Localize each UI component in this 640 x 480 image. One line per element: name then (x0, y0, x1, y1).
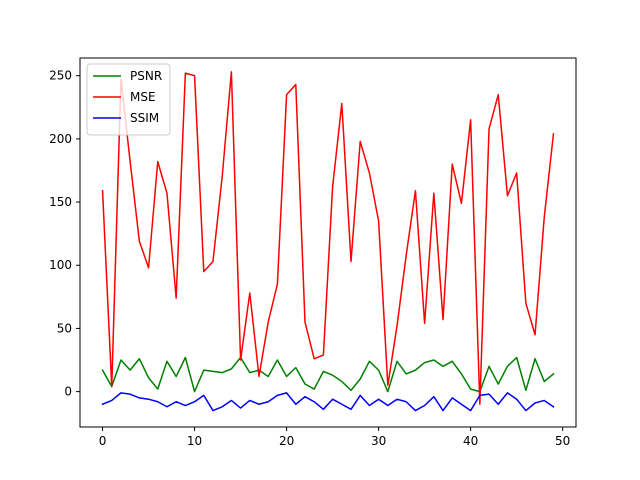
y-axis-ticks: 0 50 100 150 200 250 (49, 69, 80, 399)
legend-label-psnr: PSNR (130, 69, 162, 83)
series-layer (101, 71, 555, 412)
legend-label-mse: MSE (130, 90, 156, 104)
y-tick-label: 150 (49, 195, 72, 209)
x-tick-label: 0 (99, 434, 107, 448)
legend: PSNR MSE SSIM (86, 63, 171, 136)
y-tick-label: 250 (49, 69, 72, 83)
x-tick-label: 40 (463, 434, 478, 448)
y-tick-label: 100 (49, 258, 72, 272)
x-tick-label: 50 (555, 434, 570, 448)
x-axis-ticks: 0 10 20 30 40 50 (99, 427, 570, 448)
legend-label-ssim: SSIM (130, 111, 159, 125)
y-tick-label: 200 (49, 132, 72, 146)
y-tick-label: 50 (57, 321, 72, 335)
x-tick-label: 10 (187, 434, 202, 448)
series-line-ssim (101, 392, 555, 412)
axes-frame (79, 57, 577, 428)
x-tick-label: 30 (371, 434, 386, 448)
series-line-psnr (101, 356, 555, 393)
x-tick-label: 20 (279, 434, 294, 448)
series-line-mse (101, 71, 555, 405)
y-tick-label: 0 (64, 385, 72, 399)
